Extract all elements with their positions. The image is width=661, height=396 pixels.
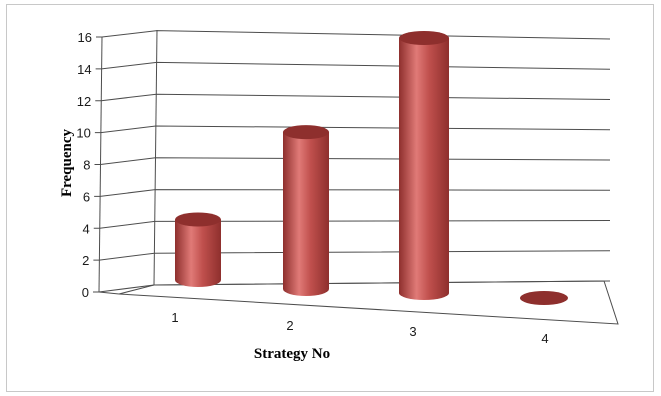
bar-top: [175, 212, 221, 227]
y-tick-label: 8: [83, 158, 90, 173]
gridline: [100, 189, 611, 197]
gridlines: [93, 29, 619, 325]
bar-top: [520, 291, 568, 305]
floor-plane: [118, 280, 619, 325]
bar-top: [283, 125, 329, 140]
gridline: [101, 61, 611, 70]
bar-2: [283, 125, 329, 296]
y-axis-line: [98, 36, 103, 293]
y-tick-label: 2: [82, 253, 89, 268]
bar-4: [520, 291, 568, 305]
y-tick-label: 0: [82, 285, 89, 300]
y-tick-label: 4: [83, 221, 90, 236]
y-tick-label: 6: [83, 189, 90, 204]
y-tick-label: 10: [76, 126, 90, 141]
gridline: [101, 93, 611, 102]
bar-1: [175, 212, 221, 287]
floor-left-edge: [98, 291, 120, 295]
wall-back-edge: [153, 29, 158, 286]
gridline: [100, 125, 611, 134]
x-tick-label: 4: [541, 331, 548, 346]
bars: [175, 31, 568, 305]
y-tick-label: 16: [78, 30, 92, 45]
y-axis-title: Frequency: [59, 128, 75, 197]
x-tick-label: 1: [171, 310, 178, 325]
y-tick-label: 12: [77, 94, 91, 109]
bar-body: [283, 132, 329, 296]
x-tick-label: 2: [286, 318, 293, 333]
x-axis-ticks: 1 2 3 4: [171, 310, 548, 346]
x-tick-label: 3: [409, 324, 416, 339]
gridline: [101, 30, 611, 40]
gridline: [98, 280, 611, 293]
y-tick-label: 14: [77, 62, 91, 77]
gridline: [100, 157, 611, 165]
y-axis-ticks: 0 2 4 6 8 10 12 14 16: [76, 30, 92, 300]
bar-top: [399, 31, 449, 45]
x-axis-title: Strategy No: [254, 346, 330, 362]
bar-body: [175, 219, 221, 287]
bar-3: [399, 31, 449, 300]
bar-body: [399, 38, 449, 300]
